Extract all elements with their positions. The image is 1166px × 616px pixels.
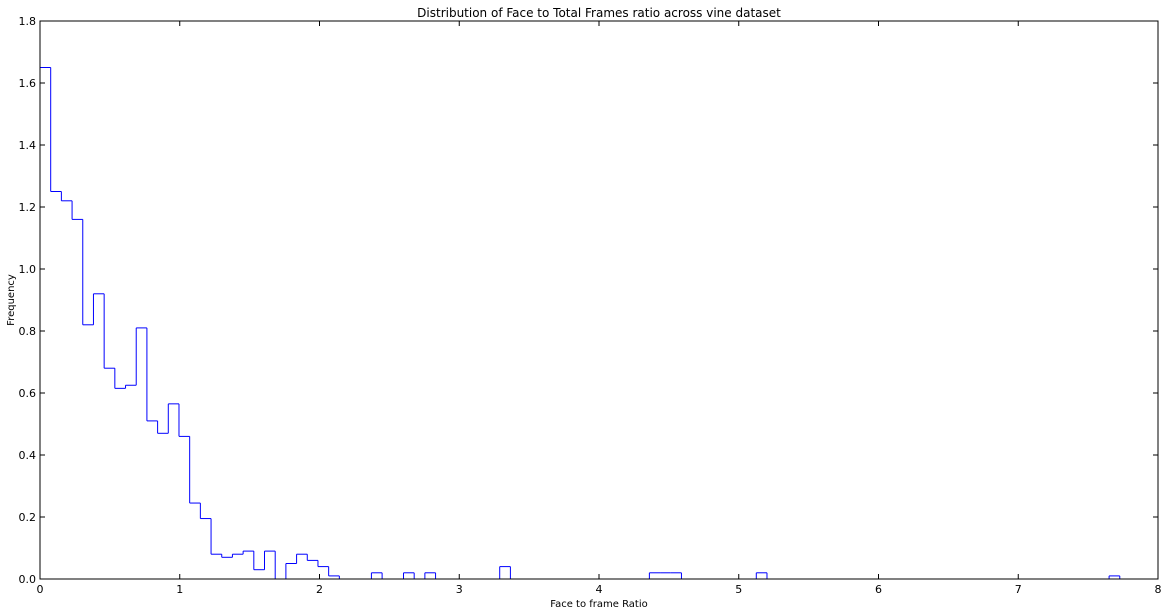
y-tick-label: 1.8 [19,15,37,28]
chart-title: Distribution of Face to Total Frames rat… [417,6,781,20]
x-tick-label: 4 [596,583,603,596]
x-tick-label: 0 [37,583,44,596]
x-tick-label: 5 [735,583,742,596]
y-tick-label: 0.8 [19,325,37,338]
y-tick-label: 0.2 [19,511,37,524]
y-tick-label: 1.6 [19,77,37,90]
plot-frame [39,20,1159,580]
x-tick-label: 7 [1015,583,1022,596]
x-axis-label: Face to frame Ratio [550,599,648,610]
y-tick-label: 0.6 [19,387,37,400]
x-tick-label: 1 [176,583,183,596]
y-axis-label: Frequency [6,274,17,326]
plot-area [40,21,1158,579]
y-tick-label: 1.0 [19,263,37,276]
x-tick-label: 3 [456,583,463,596]
y-tick-label: 1.2 [19,201,37,214]
y-tick-label: 0.4 [19,449,37,462]
x-tick-label: 6 [875,583,882,596]
x-tick-label: 2 [316,583,323,596]
y-tick-label: 0.0 [19,573,37,586]
y-tick-label: 1.4 [19,139,37,152]
x-tick-label: 8 [1155,583,1162,596]
